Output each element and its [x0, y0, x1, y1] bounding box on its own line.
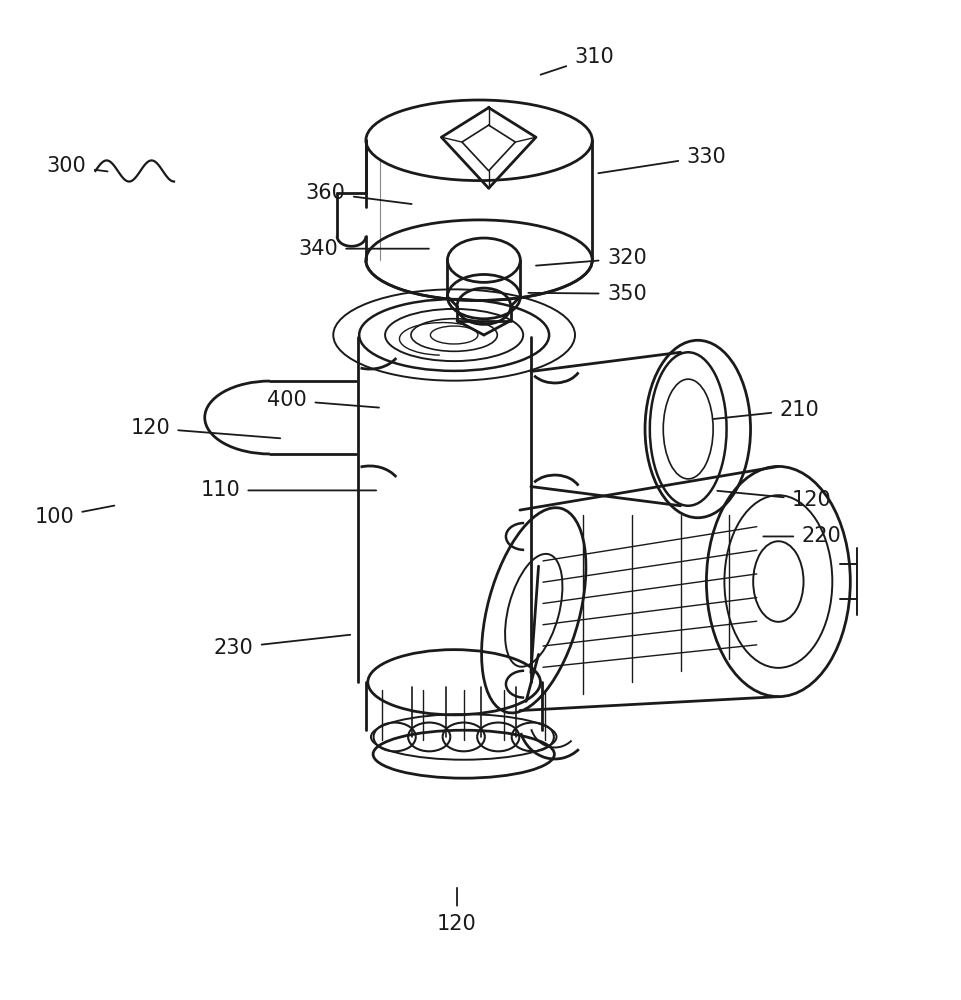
Text: 120: 120	[130, 418, 280, 438]
Text: 350: 350	[528, 284, 646, 304]
Text: 400: 400	[267, 390, 379, 410]
Text: 210: 210	[713, 400, 819, 420]
Text: 120: 120	[717, 490, 831, 510]
Text: 320: 320	[535, 248, 646, 268]
Text: 340: 340	[298, 239, 429, 259]
Text: 330: 330	[598, 147, 726, 173]
Text: 310: 310	[540, 47, 613, 75]
Text: 220: 220	[762, 526, 841, 546]
Text: 360: 360	[306, 183, 411, 204]
Text: 230: 230	[213, 635, 350, 658]
Text: 120: 120	[436, 888, 477, 934]
Text: 110: 110	[200, 480, 376, 500]
Text: 100: 100	[35, 506, 114, 527]
Text: 300: 300	[47, 156, 108, 176]
